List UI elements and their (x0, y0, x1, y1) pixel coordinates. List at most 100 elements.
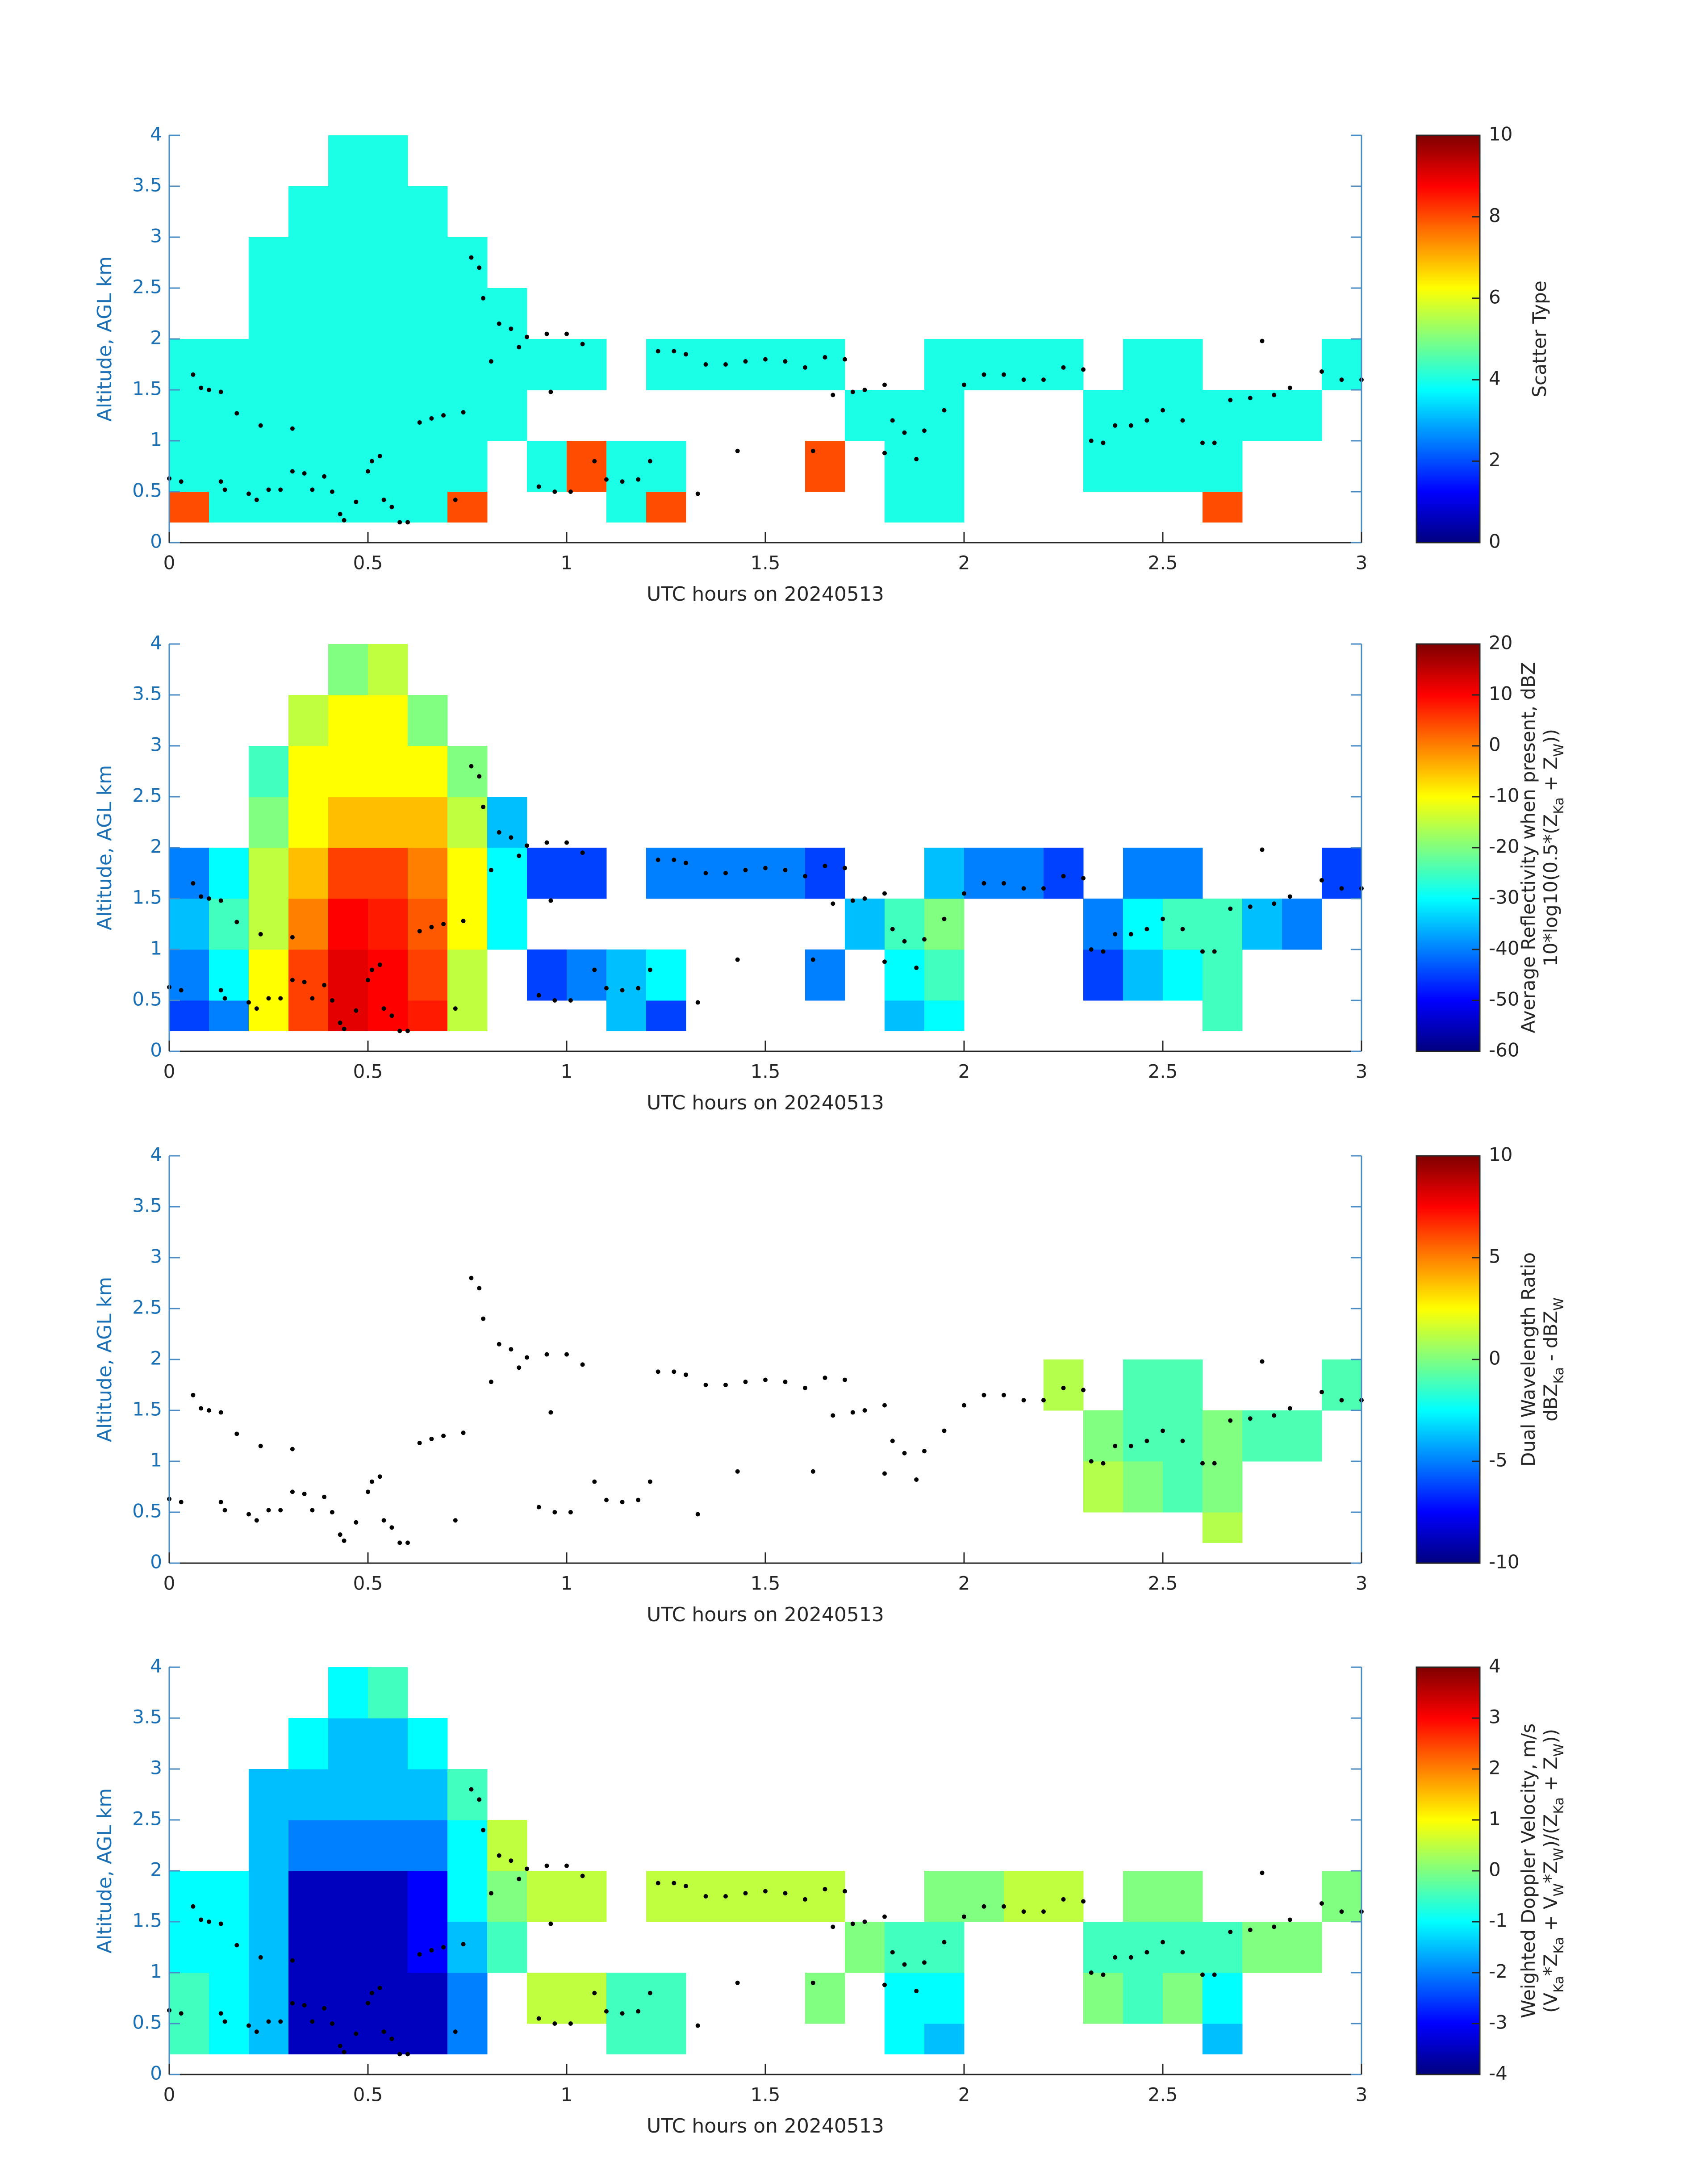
colorbar-label-part: Ka (1551, 797, 1567, 814)
heat-cell (328, 135, 368, 187)
heat-cell (1203, 441, 1243, 492)
x-tick-label: 1 (561, 552, 573, 574)
cloud-point (218, 1410, 223, 1415)
heat-cell (368, 644, 408, 695)
heat-cell (447, 288, 488, 339)
colorbar-label-part: (V (1540, 1993, 1562, 2013)
cloud-point (1061, 365, 1066, 370)
cloud-point (783, 1380, 788, 1384)
cloud-point (592, 459, 597, 464)
cloud-point (580, 1362, 585, 1367)
colorbar (1416, 643, 1481, 1052)
cloud-point (672, 1369, 677, 1374)
heat-cell (646, 441, 686, 492)
x-axis-label: UTC hours on 20240513 (647, 1092, 884, 1114)
cloud-point (338, 2044, 342, 2049)
cloud-point (922, 1960, 927, 1965)
cloud-point (369, 1991, 374, 1995)
cloud-point (199, 1406, 204, 1411)
heat-cell (249, 390, 289, 441)
cloud-point (703, 871, 708, 875)
heat-cell (408, 492, 448, 523)
x-tick-label: 2 (958, 552, 970, 574)
cloud-point (207, 896, 211, 901)
heat-cell (885, 1973, 925, 2024)
heat-cell (646, 1973, 686, 2024)
cloud-point (1021, 377, 1026, 382)
cloud-point (222, 996, 227, 1001)
y-tick-label: 0.5 (132, 480, 162, 502)
cloud-point (199, 1917, 204, 1922)
cloud-point (525, 1866, 529, 1871)
heat-cell (169, 1871, 209, 1922)
cloud-point (1212, 440, 1217, 445)
cloud-point (1021, 1398, 1026, 1403)
heat-cell (169, 1973, 209, 2024)
x-axis-label: UTC hours on 20240513 (647, 583, 884, 606)
heat-cell (567, 949, 607, 1001)
cloud-point (552, 2021, 557, 2026)
heat-cell (288, 441, 329, 492)
cloud-point (342, 2049, 347, 2054)
heat-cell (249, 1922, 289, 1973)
heat-cell (408, 1871, 448, 1922)
cloud-point (389, 505, 394, 510)
cloud-point (552, 998, 557, 1003)
cloud-point (862, 1408, 867, 1413)
x-axis-label: UTC hours on 20240513 (647, 2115, 884, 2137)
cloud-point (695, 1512, 700, 1517)
x-tick-label: 0.5 (353, 2084, 383, 2106)
cloud-point (234, 920, 239, 924)
cloud-point (862, 388, 867, 392)
cloud-point (330, 2021, 334, 2026)
heat-cell (408, 1718, 448, 1769)
heat-cell (1163, 1359, 1203, 1411)
cloud-point (1228, 1929, 1233, 1934)
cloud-point (536, 993, 541, 998)
colorbar (1416, 1666, 1481, 2075)
cloud-point (366, 978, 370, 983)
colorbar-label-part: )/(Z (1540, 1814, 1562, 1848)
heat-cell (805, 949, 845, 1001)
cloud-point (441, 1945, 446, 1949)
cloud-point (338, 512, 342, 517)
x-tick-label: 3 (1356, 552, 1368, 574)
heat-cell (288, 237, 329, 289)
cloud-point (417, 1440, 422, 1445)
cloud-point (525, 1355, 529, 1360)
cloud-point (914, 1989, 919, 1994)
cloud-point (354, 1008, 359, 1013)
heat-cell (805, 339, 845, 390)
heat-cell (408, 1820, 448, 1871)
heat-cell (288, 288, 329, 339)
cloud-point (453, 1006, 458, 1011)
cloud-point (1161, 1428, 1165, 1433)
cloud-point (1200, 440, 1205, 445)
heat-cell (368, 1718, 408, 1769)
heat-cell (447, 899, 488, 950)
heat-cell (328, 1718, 368, 1769)
heat-cell (368, 135, 408, 187)
cloud-point (902, 939, 907, 944)
cloud-point (302, 2003, 307, 2008)
cloud-point (1081, 367, 1086, 372)
colorbar-label: (VKa*ZKa + VW*ZW)/(ZKa + ZW)) (1540, 1729, 1567, 2013)
heat-cell (408, 237, 448, 289)
cloud-point (544, 331, 549, 336)
heat-cell (1083, 1461, 1123, 1513)
cloud-point (723, 1383, 728, 1387)
cloud-point (552, 1510, 557, 1514)
colorbar-label-part: Weighted Doppler Velocity, m/s (1517, 1723, 1539, 2018)
cloud-point (517, 853, 522, 858)
heat-cell (447, 339, 488, 390)
cloud-point (469, 255, 474, 260)
cloud-point (525, 843, 529, 848)
cloud-point (246, 1000, 251, 1005)
cloud-point (290, 2001, 295, 2006)
heat-cell (249, 1871, 289, 1922)
colorbar-label-part: *Z (1540, 1861, 1562, 1883)
heat-cell (1203, 1410, 1243, 1462)
cloud-point (981, 372, 986, 377)
